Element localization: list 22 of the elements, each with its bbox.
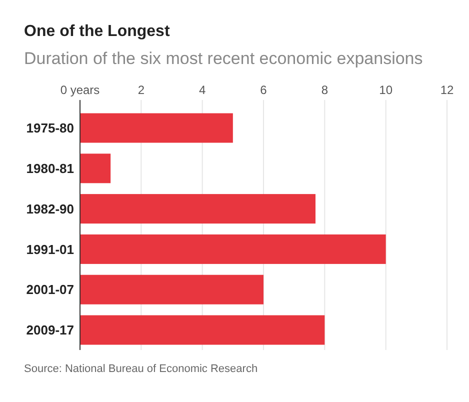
chart-title: One of the Longest <box>24 23 170 40</box>
x-tick-label: 10 <box>379 83 393 97</box>
x-tick-label: 6 <box>260 83 268 97</box>
y-tick-label: 1980-81 <box>26 160 74 176</box>
y-tick-label: 2009-17 <box>26 322 74 338</box>
y-tick-label: 1991-01 <box>26 242 74 257</box>
y-tick-label: 1975-80 <box>26 120 74 136</box>
source-note: Source: National Bureau of Economic Research <box>24 363 258 375</box>
y-tick-label: 1982-90 <box>26 201 74 216</box>
chart-subtitle: Duration of the six most recent economic expansions <box>24 49 423 68</box>
bar <box>80 194 316 224</box>
x-tick-label: 2 <box>138 83 145 97</box>
y-tick-label: 2001-07 <box>26 282 74 298</box>
bar <box>80 154 111 184</box>
x-tick-label: 4 <box>198 83 206 97</box>
x-tick-label: 12 <box>440 83 454 97</box>
bar <box>80 234 386 264</box>
x-tick-label: 0 years <box>60 83 100 97</box>
bar <box>80 113 233 143</box>
x-tick-label: 8 <box>321 83 328 97</box>
bar <box>80 315 325 345</box>
bar <box>80 274 264 304</box>
